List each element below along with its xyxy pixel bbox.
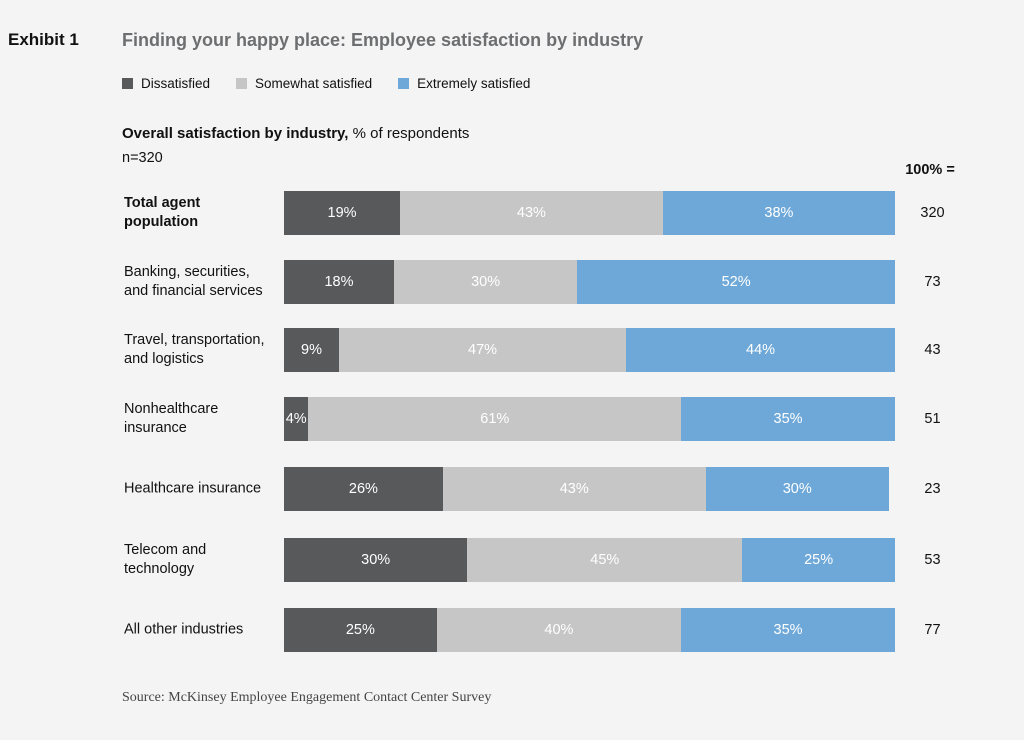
bar-segment: 9%	[284, 328, 339, 372]
value-label: 26%	[348, 481, 378, 497]
bar-segment: 26%	[284, 467, 443, 511]
category-label: Total agent population	[124, 195, 201, 230]
legend-item: Dissatisfied	[122, 76, 210, 91]
value-label: 40%	[544, 622, 574, 638]
total-label: 43	[924, 342, 941, 358]
total-label: 77	[924, 622, 941, 638]
value-label: 35%	[773, 411, 803, 427]
bar-segment: 61%	[308, 397, 682, 441]
total-label: 53	[924, 552, 941, 568]
category-label: Nonhealthcare insurance	[124, 401, 219, 436]
subtitle-bold: Overall satisfaction by industry,	[122, 125, 349, 142]
total-label: 320	[920, 205, 945, 221]
value-label: 30%	[782, 481, 812, 497]
bar-segment: 25%	[284, 608, 437, 652]
value-label: 18%	[324, 274, 354, 290]
bar-segment: 38%	[662, 191, 895, 235]
bar-segment: 40%	[436, 608, 682, 652]
bar-segment: 30%	[393, 260, 578, 304]
bar-segment: 47%	[338, 328, 627, 372]
legend-label: Dissatisfied	[141, 76, 211, 91]
legend-swatch	[122, 78, 133, 89]
value-label: 44%	[746, 342, 776, 358]
category-label: Healthcare insurance	[124, 480, 262, 497]
value-label: 9%	[301, 342, 322, 358]
category-label: All other industries	[124, 621, 244, 638]
total-label: 51	[924, 411, 941, 427]
bar-segment: 35%	[681, 397, 895, 441]
totals-header: 100% =	[905, 162, 955, 178]
bar-segment: 43%	[442, 467, 706, 511]
legend-label: Extremely satisfied	[417, 76, 531, 91]
value-label: 38%	[764, 205, 794, 221]
value-label: 61%	[480, 411, 510, 427]
bar-segment: 30%	[284, 538, 468, 582]
legend-swatch	[398, 78, 410, 89]
category-label: Travel, transportation, and logistics	[124, 332, 265, 367]
subtitle: Overall satisfaction by industry, % of r…	[122, 125, 469, 142]
total-label: 73	[924, 274, 941, 290]
value-label: 4%	[285, 411, 307, 427]
legend-label: Somewhat satisfied	[255, 76, 373, 91]
subtitle-text: % of respondents	[352, 125, 470, 142]
legend-item: Extremely satisfied	[398, 76, 530, 91]
exhibit-label: Exhibit 1	[8, 30, 79, 49]
value-label: 52%	[721, 274, 751, 290]
bar-segment: 18%	[284, 260, 394, 304]
legend-swatch	[236, 78, 248, 89]
value-label: 47%	[468, 342, 498, 358]
value-label: 45%	[590, 552, 620, 568]
category-label: Telecom and technology	[124, 542, 207, 577]
value-label: 19%	[327, 205, 357, 221]
value-label: 43%	[516, 205, 546, 221]
bar-segment: 45%	[467, 538, 743, 582]
bar-segment: 44%	[626, 328, 895, 372]
category-label: Banking, securities, and financial servi…	[124, 264, 263, 299]
legend: Dissatisfied Somewhat satisfied Extremely …	[122, 76, 530, 91]
bar-segment: 52%	[577, 260, 895, 304]
bar-segment: 30%	[705, 467, 889, 511]
total-label: 23	[924, 481, 941, 497]
value-label: 30%	[471, 274, 501, 290]
legend-item: Somewhat satisfied	[236, 76, 372, 91]
bar-segment: 4%	[284, 397, 309, 441]
bar-segment: 25%	[742, 538, 895, 582]
chart-title: Finding your happy place: Employee satis…	[122, 30, 644, 50]
value-label: 30%	[361, 552, 391, 568]
bar-segment: 35%	[681, 608, 895, 652]
bar-segment: 43%	[400, 191, 663, 235]
bar-segment: 19%	[284, 191, 401, 235]
source: Source: McKinsey Employee Engagement Con…	[122, 690, 492, 705]
value-label: 43%	[559, 481, 589, 497]
sample-note: n=320	[122, 150, 163, 166]
value-label: 25%	[804, 552, 834, 568]
value-label: 25%	[345, 622, 375, 638]
value-label: 35%	[773, 622, 803, 638]
